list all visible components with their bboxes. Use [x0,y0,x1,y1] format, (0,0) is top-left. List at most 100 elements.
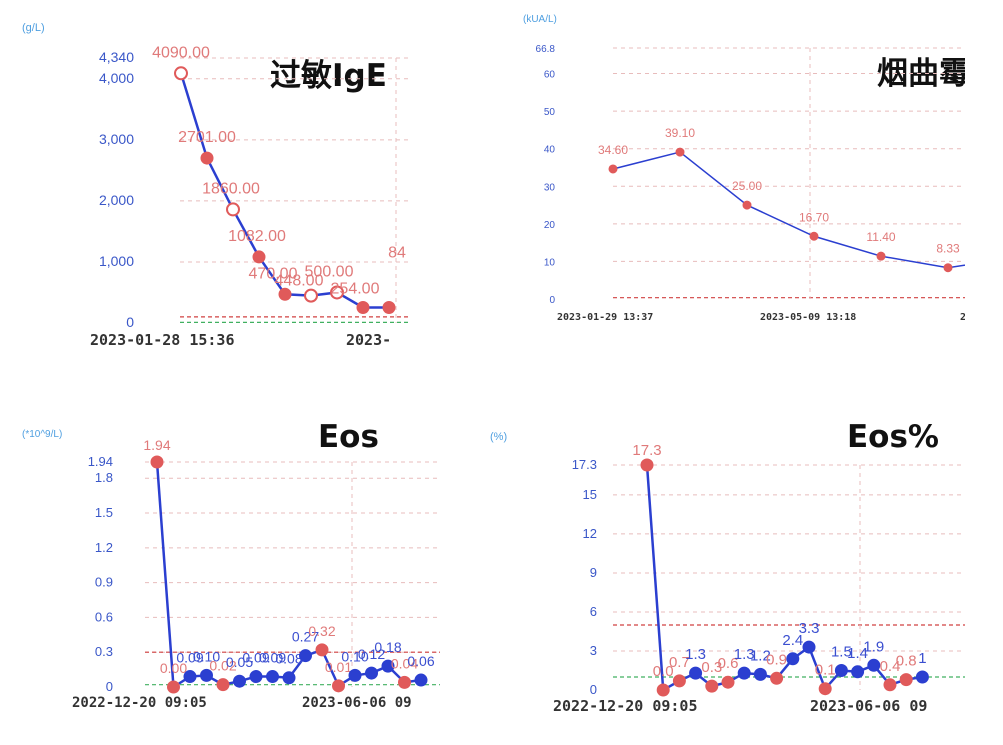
y-tick-label: 1.5 [95,505,113,520]
chart-panel-ige: (g/L) 过敏IgE 0 1,000 2,000 3,000 4,000 4,340 20… [0,0,410,360]
data-point [315,643,329,657]
data-label: 0.27 [292,629,319,645]
data-point [802,640,816,654]
x-tick-label: 2023-01-29 13:37 [557,312,653,323]
data-point [915,670,929,684]
y-tick-label: 3 [590,643,597,658]
data-point [249,670,263,684]
data-label: 0.1 [815,662,836,679]
data-label: 3.3 [799,620,820,637]
y-tick-label: 6 [590,604,597,619]
data-point [381,659,395,673]
data-point [899,673,913,687]
data-label: 0.10 [341,648,368,664]
data-point [943,263,953,273]
data-point [299,649,312,663]
data-label: 1.9 [863,638,884,655]
data-point [705,679,719,693]
data-point [304,288,318,303]
y-tick-label: 4,340 [99,49,134,65]
data-point [656,683,670,697]
data-label: 0.8 [896,653,917,670]
data-label: 17.3 [632,442,661,459]
data-point [330,285,344,300]
y-tick-label: 0.3 [95,644,113,659]
y-tick-label: 0 [106,679,113,694]
x-tick-label: 2022-12-20 09:05 [553,697,698,715]
x-tick-label: 2023-06-06 09 [302,695,412,711]
data-point [200,668,213,682]
data-point [876,251,886,261]
y-tick-label: 9 [590,565,597,580]
data-label: 0.4 [880,658,901,675]
data-point [867,658,881,672]
data-label: 0.18 [374,639,401,655]
data-label: 0.00 [160,660,187,676]
y-tick-label: 60 [544,70,556,81]
data-label: 1860.00 [202,180,260,197]
data-point [414,673,428,687]
data-point [278,287,292,301]
x-tick-label: 2023-05-09 13:18 [760,312,856,323]
data-label: 39.10 [665,126,695,140]
data-label: 448.00 [275,273,324,290]
data-point [786,652,800,666]
data-label: 0.02 [209,658,236,674]
data-label: 1.2 [750,647,771,664]
chart-svg-ige: 0 1,000 2,000 3,000 4,000 4,340 2023-01-28 15:… [90,44,410,349]
data-label: 0.0 [653,663,674,680]
data-point [818,682,832,696]
y-tick-label: 1,000 [99,253,134,269]
data-point [216,678,230,692]
data-label: 0.09 [259,650,286,666]
data-label: 0.09 [242,650,269,666]
y-tick-label: 50 [544,107,556,118]
data-label: 1.3 [734,646,755,663]
x-tick-label: 2 [960,312,965,323]
y-tick-label: 0.9 [95,575,113,590]
y-tick-label: 66.8 [536,44,556,55]
y-tick-label: 20 [544,220,556,231]
chart-title-eos: Eos [318,419,379,455]
x-tick-label: 2023-06-06 09 [810,697,927,715]
y-tick-label: 10 [544,257,556,268]
data-point [675,147,685,157]
data-point [851,665,865,679]
data-point [742,200,752,210]
chart-title-ige: 过敏IgE [270,58,387,94]
data-label: 470.00 [249,265,298,282]
unit-label-ige: (g/L) [22,22,45,34]
x-tick-label: 2023-01-28 15:36 [90,331,235,349]
y-tick-label: 0 [590,682,597,697]
y-tick-label: 1.94 [88,454,113,469]
data-point [770,671,784,685]
data-point [174,66,188,81]
y-tick-label: 40 [544,145,556,156]
data-label: 11.40 [866,230,895,244]
chart-panel-eos-pct: (%) Eos% 0 3 6 9 12 15 17.3 2022-12-20 09:05 202… [485,415,965,745]
data-label: 0.7 [669,654,690,671]
data-label: 0.10 [193,648,220,664]
chart-panel-aspergillus: (kUA/L) 烟曲霉 0 10 20 30 40 50 60 66.8 2023-01-29 … [515,0,965,340]
unit-label-aspergillus: (kUA/L) [523,14,557,25]
data-label: 2.4 [782,632,803,649]
data-point [233,674,246,688]
unit-label-eos: (*10^9/L) [22,429,63,440]
data-label: 0.01 [325,659,352,675]
y-tick-label: 17.3 [572,457,597,472]
data-label: 1.3 [685,646,706,663]
data-label: 4090.00 [152,44,210,61]
y-tick-label: 3,000 [99,131,134,147]
data-point [167,680,180,694]
y-tick-label: 30 [544,182,556,193]
data-point [252,250,266,264]
data-point [883,678,897,692]
y-tick-label: 1.8 [95,470,113,485]
y-tick-label: 1.2 [95,540,113,555]
y-tick-label: 4,000 [99,70,134,86]
data-label: 0.12 [358,646,385,662]
data-label: 0.09 [176,650,203,666]
data-label: 254.00 [331,280,380,297]
data-label: 0.3 [701,659,722,676]
data-label: 0.06 [407,653,434,669]
